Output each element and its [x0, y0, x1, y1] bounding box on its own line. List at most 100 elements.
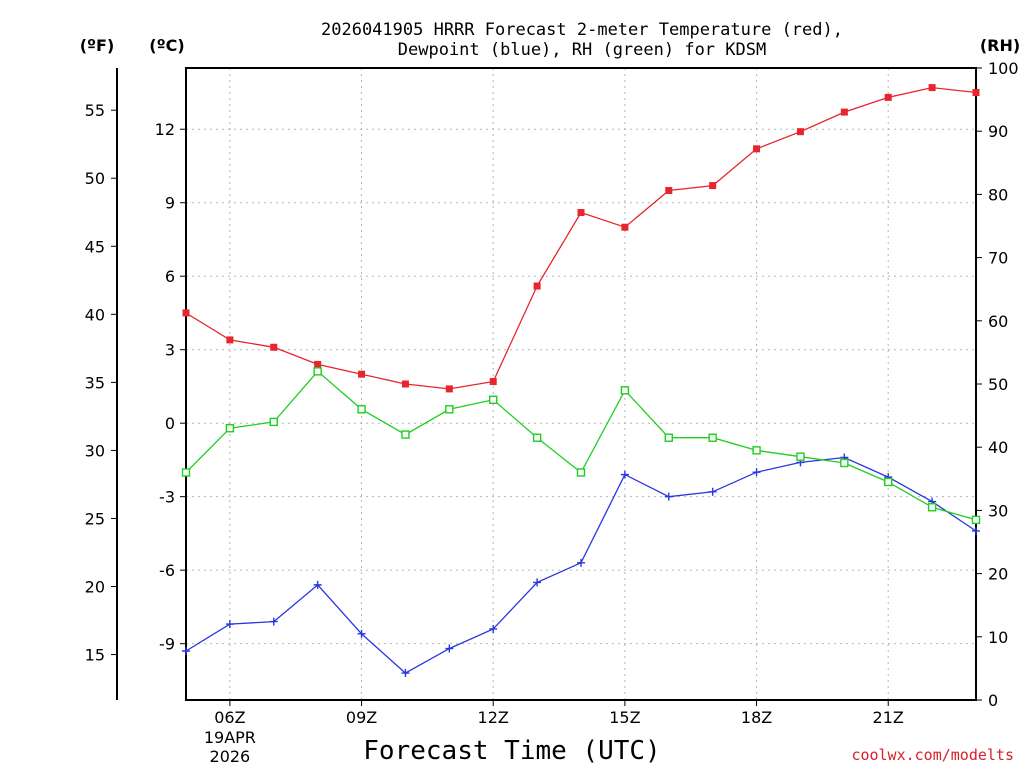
- 2-meter-temperature-point: [884, 93, 892, 101]
- dewpoint-point: [664, 492, 673, 501]
- dewpoint-point: [182, 647, 190, 656]
- rh-point: [225, 424, 235, 433]
- 2-meter-temperature-point: [445, 385, 453, 393]
- rh-point: [313, 367, 322, 376]
- dewpoint-point: [533, 578, 542, 587]
- 2-meter-temperature-point: [533, 282, 541, 290]
- rh-point: [489, 395, 498, 404]
- rh-point: [708, 433, 717, 442]
- celsius-tick-label: -9: [159, 635, 175, 654]
- rh-tick-label: 70: [988, 249, 1008, 268]
- dewpoint-point: [445, 644, 454, 653]
- time-tick-label: 06Z: [214, 708, 245, 727]
- rh-point: [576, 468, 586, 477]
- 2-meter-temperature-point: [270, 343, 278, 351]
- dewpoint-point: [972, 526, 980, 535]
- rh-point: [401, 430, 410, 439]
- celsius-tick-label: 0: [165, 414, 175, 433]
- dewpoint-point: [577, 558, 585, 567]
- dewpoint-point: [708, 487, 717, 496]
- 2-meter-temperature-point: [972, 88, 980, 96]
- 2-meter-temperature-point: [753, 145, 761, 153]
- rh-series-line: [185, 370, 977, 521]
- dewpoint-point: [752, 468, 761, 477]
- rh-point: [445, 405, 454, 414]
- dewpoint-point: [401, 669, 410, 678]
- time-tick-label: 15Z: [609, 708, 640, 727]
- rh-tick-label: 0: [988, 691, 998, 710]
- celsius-unit-label: (ºC): [149, 36, 184, 55]
- fahrenheit-tick-label: 55: [85, 101, 105, 120]
- rh-point: [840, 458, 849, 468]
- celsius-tick-label: -6: [159, 561, 175, 580]
- fahrenheit-tick-label: 40: [85, 305, 105, 324]
- rh-tick-label: 50: [988, 375, 1008, 394]
- fahrenheit-tick-label: 45: [85, 237, 105, 256]
- rh-point: [269, 417, 278, 427]
- rh-tick-label: 40: [988, 438, 1008, 457]
- fahrenheit-tick-label: 50: [85, 169, 105, 188]
- x-axis-label: Forecast Time (UTC): [363, 736, 660, 766]
- rh-tick-label: 100: [988, 59, 1019, 78]
- 2-meter-temperature-point: [928, 84, 936, 92]
- 2-meter-temperature-point: [358, 370, 366, 378]
- rh-point: [971, 515, 981, 525]
- celsius-tick-label: 3: [165, 341, 175, 360]
- 2-meter-temperature-point: [621, 223, 629, 231]
- dewpoint-point: [313, 580, 322, 589]
- dewpoint-point: [225, 620, 234, 629]
- credit-link[interactable]: coolwx.com/modelts: [851, 746, 1014, 764]
- dewpoint-point: [620, 470, 629, 479]
- 2-meter-temperature-series-line: [185, 86, 977, 390]
- fahrenheit-unit-label: (ºF): [80, 36, 115, 55]
- fahrenheit-tick-label: 20: [85, 578, 105, 597]
- rh-point: [927, 503, 937, 512]
- 2-meter-temperature-point: [709, 182, 717, 190]
- time-tick-label: 18Z: [741, 708, 772, 727]
- rh-point: [884, 477, 893, 487]
- rh-tick-label: 90: [988, 122, 1008, 141]
- rh-tick-label: 80: [988, 185, 1008, 204]
- time-tick-label: 09Z: [346, 708, 377, 727]
- chart-title-line-1: 2026041905 HRRR Forecast 2-meter Tempera…: [321, 20, 843, 40]
- rh-tick-label: 10: [988, 628, 1008, 647]
- rh-point: [181, 468, 191, 477]
- date-label: 2026: [210, 747, 251, 766]
- 2-meter-temperature-point: [401, 380, 409, 388]
- fahrenheit-tick-label: 15: [85, 646, 105, 665]
- date-label: 19APR: [204, 728, 256, 747]
- celsius-tick-label: -3: [159, 488, 175, 507]
- fahrenheit-tick-label: 30: [85, 441, 105, 460]
- rh-tick-label: 60: [988, 312, 1008, 331]
- 2-meter-temperature-point: [314, 360, 322, 368]
- 2-meter-temperature-point: [489, 378, 497, 386]
- 2-meter-temperature-point: [665, 186, 673, 194]
- chart-title-line-2: Dewpoint (blue), RH (green) for KDSM: [398, 40, 766, 60]
- 2-meter-temperature-point: [577, 209, 585, 217]
- celsius-tick-label: 12: [155, 120, 175, 139]
- series-layer: [181, 84, 981, 678]
- rh-point: [532, 433, 542, 442]
- 2-meter-temperature-point: [182, 309, 190, 317]
- rh-point: [796, 452, 805, 461]
- time-tick-label: 12Z: [478, 708, 509, 727]
- celsius-tick-label: 9: [165, 194, 175, 213]
- plot-area-frame: [185, 67, 977, 701]
- dewpoint-point: [357, 629, 366, 638]
- 2-meter-temperature-point: [226, 336, 234, 344]
- dewpoint-point: [269, 617, 278, 626]
- grid: [186, 68, 976, 700]
- 2-meter-temperature-point: [840, 108, 848, 116]
- rh-unit-label: (RH): [980, 36, 1020, 55]
- rh-point: [357, 405, 366, 414]
- time-tick-label: 21Z: [873, 708, 904, 727]
- fahrenheit-tick-label: 25: [85, 509, 105, 528]
- rh-point: [620, 386, 630, 395]
- fahrenheit-tick-label: 35: [85, 373, 105, 392]
- axis-ticks: -9 -6 -3 0 3 6 9 12 15 20 25 30 35 40 45 50 55 0 10 20 30 40 5…: [85, 59, 1019, 766]
- rh-point: [752, 446, 761, 455]
- 2-meter-temperature-point: [796, 128, 804, 136]
- rh-tick-label: 20: [988, 565, 1008, 584]
- celsius-tick-label: 6: [165, 267, 175, 286]
